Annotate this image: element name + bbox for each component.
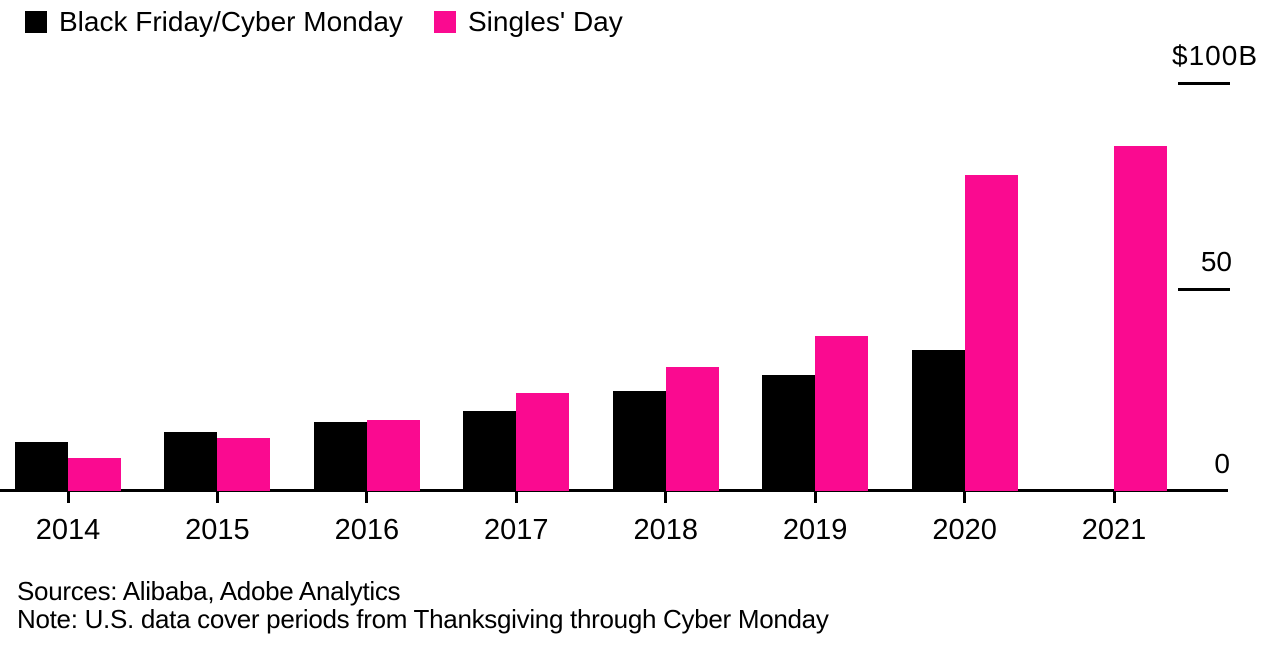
bar-black-friday-cyber-monday-2014 — [15, 442, 68, 491]
x-axis-tick-2018 — [664, 491, 668, 503]
x-axis-label-2018: 2018 — [633, 514, 698, 546]
x-axis-label-2021: 2021 — [1081, 514, 1147, 546]
y-axis-tick-100 — [1178, 82, 1230, 85]
x-axis-tick-2021 — [1112, 491, 1116, 503]
legend-label: Black Friday/Cyber Monday — [59, 6, 403, 37]
bar-singles-day-2020 — [964, 175, 1018, 491]
legend-item-black-friday-cyber-monday: Black Friday/Cyber Monday — [25, 8, 403, 36]
x-axis-label-2015: 2015 — [185, 514, 250, 546]
x-axis-tick-2016 — [365, 491, 369, 503]
x-axis-label-2014: 2014 — [35, 514, 101, 546]
bar-black-friday-cyber-monday-2015 — [164, 432, 218, 491]
legend-swatch-black-icon — [25, 11, 47, 33]
bar-black-friday-cyber-monday-2020 — [911, 350, 965, 491]
bar-black-friday-cyber-monday-2017 — [463, 411, 517, 491]
bar-singles-day-2015 — [217, 438, 271, 491]
bar-singles-day-2016 — [366, 420, 420, 491]
footer-sources: Sources: Alibaba, Adobe Analytics — [17, 576, 401, 606]
y-axis-label-50: 50 — [1200, 246, 1232, 277]
bar-singles-day-2017 — [516, 393, 570, 491]
footer-note: Note: U.S. data cover periods from Thank… — [17, 604, 829, 634]
legend-label: Singles' Day — [468, 6, 623, 37]
x-axis-label-2016: 2016 — [334, 514, 400, 546]
x-axis-label-2020: 2020 — [932, 514, 997, 546]
bar-black-friday-cyber-monday-2019 — [762, 375, 816, 491]
bar-singles-day-2014 — [68, 458, 121, 491]
x-axis-label-2019: 2019 — [782, 514, 848, 546]
y-axis-label-0: 0 — [1214, 448, 1230, 479]
y-axis-label-100b: $100B — [1172, 40, 1258, 71]
legend-item-singles-day: Singles' Day — [434, 8, 623, 36]
bar-black-friday-cyber-monday-2018 — [612, 391, 666, 491]
y-axis-tick-50 — [1178, 288, 1230, 291]
bar-singles-day-2018 — [665, 367, 719, 491]
legend-swatch-pink-icon — [434, 11, 456, 33]
bar-black-friday-cyber-monday-2016 — [313, 422, 367, 491]
x-axis-tick-2015 — [215, 491, 219, 503]
x-axis-tick-2014 — [66, 491, 70, 503]
x-axis-tick-2020 — [963, 491, 967, 503]
bar-singles-day-2021 — [1114, 146, 1167, 491]
x-axis-tick-2019 — [813, 491, 817, 503]
x-axis-tick-2017 — [514, 491, 518, 503]
x-axis-label-2017: 2017 — [484, 514, 549, 546]
bar-singles-day-2019 — [815, 336, 869, 491]
